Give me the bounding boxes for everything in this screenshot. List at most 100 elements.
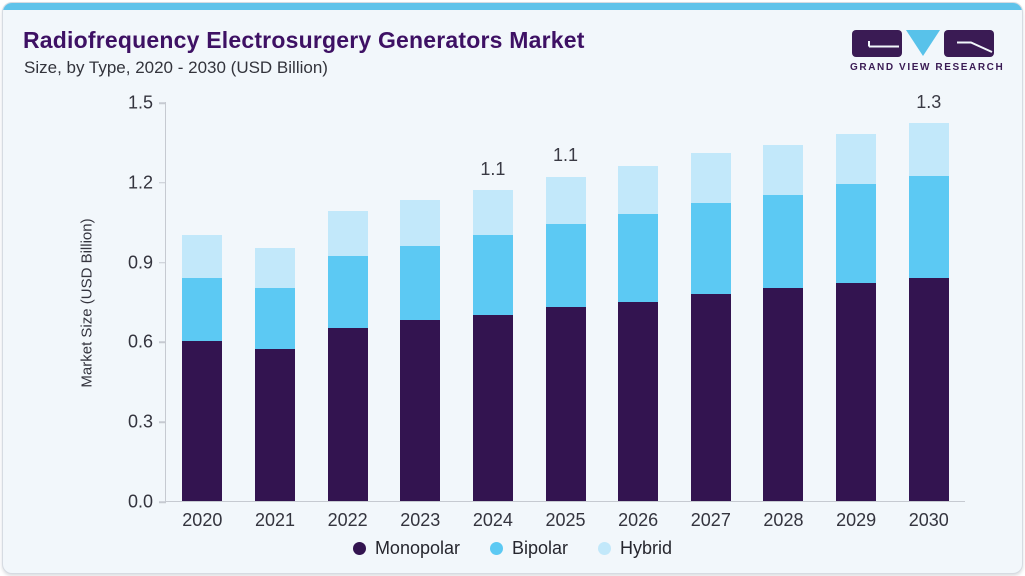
bar-segment-monopolar — [618, 301, 659, 501]
bar-segment-hybrid — [690, 152, 731, 204]
y-tick-label: 0.9 — [127, 252, 153, 273]
bar-segment-bipolar — [908, 176, 949, 278]
bars-container: 2020 2021 2022 2023 2024 1.1 2025 1.1 2026 2027 20… — [166, 92, 965, 530]
bar-segment-hybrid — [908, 123, 949, 177]
legend-item-bipolar: Bipolar — [490, 538, 568, 559]
chart-title: Radiofrequency Electrosurgery Generators… — [23, 27, 585, 53]
bar-value-label: 1.1 — [553, 145, 579, 166]
x-axis-label: 2030 — [908, 510, 949, 530]
x-axis-label: 2020 — [182, 510, 223, 530]
bar-slot-2025: 2025 1.1 — [529, 102, 602, 530]
bar-segment-hybrid — [618, 165, 659, 214]
bar-segment-bipolar — [618, 213, 659, 302]
x-axis-label: 2024 — [472, 510, 513, 530]
bar-value-label: 1.1 — [480, 158, 506, 179]
bar-segment-bipolar — [545, 224, 586, 307]
x-axis-label: 2028 — [763, 510, 804, 530]
legend-label: Monopolar — [374, 538, 460, 558]
stacked-bar-2021 — [254, 248, 295, 501]
bar-segment-hybrid — [400, 200, 441, 246]
x-axis-label: 2025 — [545, 510, 586, 530]
legend-dot — [352, 542, 366, 555]
bar-segment-bipolar — [400, 245, 441, 321]
bar-segment-bipolar — [472, 235, 513, 315]
stacked-bar-2023 — [400, 200, 441, 501]
legend: Monopolar Bipolar Hybrid — [3, 538, 1022, 559]
y-tick-label: 1.5 — [127, 92, 153, 113]
bar-segment-bipolar — [327, 256, 368, 329]
bar-slot-2027: 2027 — [674, 102, 747, 530]
plot-area: 2020 2021 2022 2023 2024 1.1 2025 1.1 2026 2027 20… — [128, 92, 965, 530]
legend-label: Bipolar — [512, 538, 569, 558]
bar-segment-hybrid — [763, 144, 804, 196]
chart-subtitle: Size, by Type, 2020 - 2030 (USD Billion) — [24, 58, 328, 77]
bar-slot-2022: 2022 — [311, 102, 384, 530]
bar-segment-monopolar — [254, 349, 295, 501]
bar-slot-2023: 2023 — [384, 102, 457, 530]
bar-segment-bipolar — [182, 277, 223, 342]
y-tick-mark — [159, 341, 166, 344]
bar-slot-2029: 2029 — [820, 102, 893, 530]
bar-slot-2024: 2024 1.1 — [457, 102, 530, 530]
y-tick-label: 0.6 — [127, 331, 153, 352]
logo-v-triangle — [906, 30, 940, 56]
y-tick-label: 0.3 — [127, 411, 153, 432]
legend-item-monopolar: Monopolar — [352, 538, 460, 559]
bar-segment-monopolar — [400, 320, 441, 501]
y-tick-mark — [159, 421, 166, 423]
y-axis-title: Market Size (USD Billion) — [78, 218, 96, 388]
bar-segment-hybrid — [836, 133, 877, 185]
bar-segment-monopolar — [763, 288, 804, 501]
bar-value-label: 1.3 — [916, 92, 942, 113]
bar-segment-hybrid — [254, 248, 295, 289]
stacked-bar-2028 — [763, 144, 804, 501]
bar-segment-hybrid — [182, 235, 223, 278]
y-tick-label: 0.0 — [127, 491, 153, 512]
y-tick-mark — [159, 261, 166, 264]
bar-segment-monopolar — [545, 306, 586, 501]
y-tick-mark — [159, 102, 166, 104]
logo-g-block — [852, 29, 902, 57]
stacked-bar-2025 — [545, 176, 586, 501]
x-axis-label: 2029 — [836, 510, 877, 530]
bar-slot-2028: 2028 — [747, 102, 820, 530]
legend-dot — [490, 542, 503, 555]
y-tick-label: 1.2 — [127, 172, 153, 193]
stacked-bar-2029 — [836, 133, 877, 501]
bar-slot-2030: 2030 1.3 — [892, 92, 965, 530]
legend-dot — [598, 542, 612, 555]
bar-segment-monopolar — [690, 293, 731, 501]
gvr-logo-shapes — [850, 29, 996, 57]
bar-segment-bipolar — [836, 184, 877, 283]
y-tick-mark — [159, 501, 166, 503]
bar-segment-monopolar — [836, 282, 877, 501]
bar-segment-monopolar — [327, 328, 368, 501]
bar-slot-2020: 2020 — [166, 102, 239, 530]
logo-wordmark: GRAND VIEW RESEARCH — [850, 62, 1005, 73]
stacked-bar-2026 — [618, 165, 659, 501]
gvr-logo: GRAND VIEW RESEARCH — [850, 29, 1005, 73]
bar-segment-hybrid — [545, 176, 586, 225]
stacked-bar-2027 — [690, 152, 731, 501]
x-axis-label: 2023 — [400, 510, 441, 530]
x-axis-label: 2027 — [690, 510, 731, 530]
bar-segment-hybrid — [327, 211, 368, 257]
bar-slot-2021: 2021 — [239, 102, 312, 530]
bar-segment-monopolar — [472, 314, 513, 501]
bar-segment-monopolar — [182, 341, 223, 501]
stacked-bar-2030 — [908, 123, 949, 501]
x-axis-label: 2026 — [618, 510, 659, 530]
top-accent-bar — [3, 3, 1022, 10]
bar-segment-monopolar — [908, 277, 949, 501]
bar-segment-hybrid — [472, 189, 513, 236]
legend-label: Hybrid — [620, 538, 673, 558]
bar-segment-bipolar — [254, 288, 295, 350]
x-axis-label: 2021 — [254, 510, 295, 530]
y-tick-mark — [159, 182, 166, 184]
legend-item-hybrid: Hybrid — [598, 538, 672, 559]
stacked-bar-2022 — [327, 211, 368, 501]
stacked-bar-2020 — [182, 235, 223, 501]
bar-segment-bipolar — [763, 195, 804, 289]
